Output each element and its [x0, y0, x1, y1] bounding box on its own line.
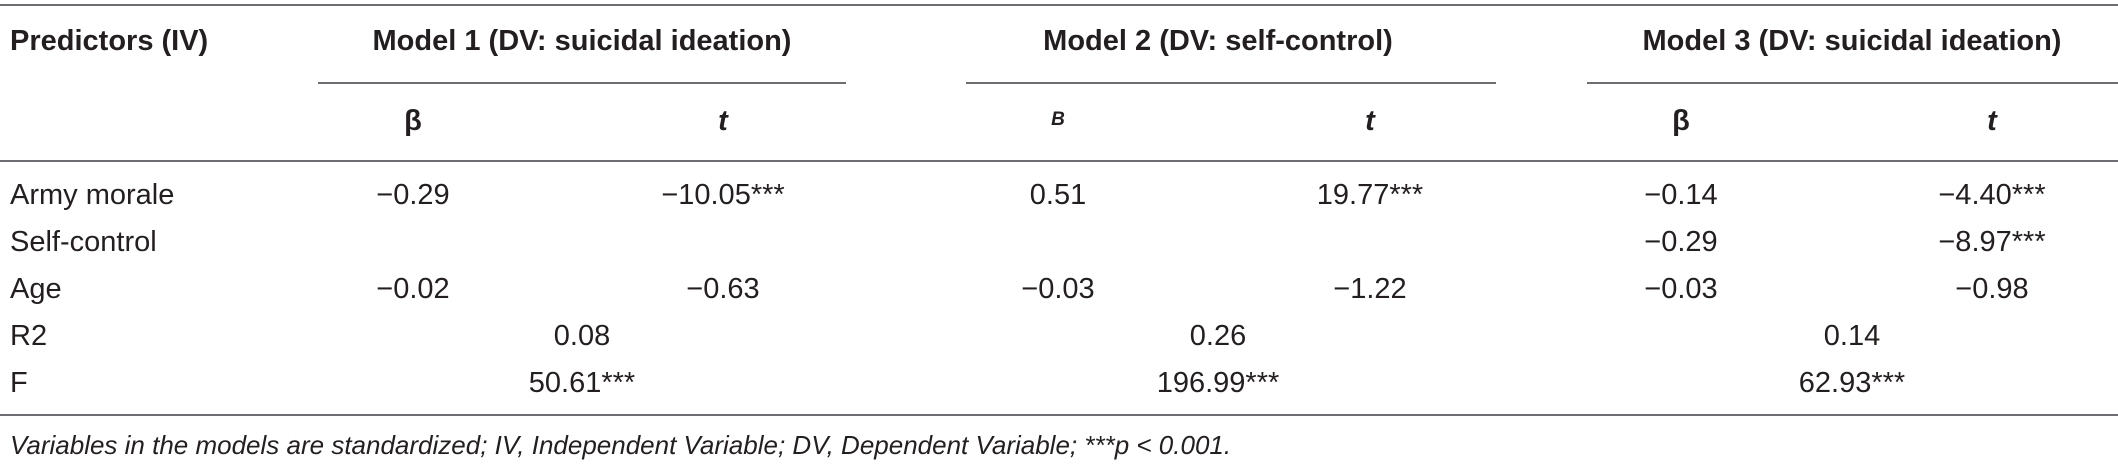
model2-header: Model 2 (DV: self-control) — [1043, 25, 1393, 57]
cell-m3-beta: −0.14 — [1644, 179, 1718, 211]
table-bottom-rule — [0, 414, 2118, 416]
cell-m2-summary: 0.26 — [1189, 320, 1247, 352]
row-label: Age — [10, 273, 62, 305]
cell-m2-t: −1.22 — [1333, 273, 1407, 305]
model2-underline — [966, 82, 1496, 84]
cell-m3-summary: 0.14 — [1823, 320, 1881, 352]
cell-m2-beta: −0.03 — [1021, 273, 1095, 305]
cell-m3-summary: 62.93*** — [1798, 367, 1906, 399]
cell-m1-summary: 50.61*** — [528, 367, 636, 399]
cell-m1-t: −0.63 — [686, 273, 760, 305]
table-top-rule — [0, 4, 2118, 6]
cell-m3-t: −8.97*** — [1938, 226, 2046, 258]
table-footnote: Variables in the models are standardized… — [10, 430, 1232, 460]
row-label: Self-control — [10, 226, 157, 258]
model3-beta-header: β — [1672, 105, 1690, 137]
model1-beta-header: β — [404, 105, 422, 137]
cell-m2-beta: 0.51 — [1029, 179, 1087, 211]
model2-t-header: t — [1365, 105, 1375, 137]
row-label: Army morale — [10, 179, 175, 211]
cell-m3-beta: −0.29 — [1644, 226, 1718, 258]
cell-m1-t: −10.05*** — [661, 179, 785, 211]
cell-m1-beta: −0.29 — [376, 179, 450, 211]
row-label: F — [10, 367, 28, 399]
model1-header: Model 1 (DV: suicidal ideation) — [372, 25, 792, 57]
model1-t-header: t — [718, 105, 728, 137]
model1-underline — [318, 82, 846, 84]
model3-t-header: t — [1987, 105, 1997, 137]
cell-m1-beta: −0.02 — [376, 273, 450, 305]
model2-b-header: B — [1051, 109, 1065, 130]
row-label: R2 — [10, 320, 48, 352]
cell-m3-beta: −0.03 — [1644, 273, 1718, 305]
cell-m2-summary: 196.99*** — [1156, 367, 1280, 399]
model3-underline — [1587, 82, 2118, 84]
cell-m3-t: −0.98 — [1955, 273, 2029, 305]
cell-m2-t: 19.77*** — [1316, 179, 1424, 211]
cell-m3-t: −4.40*** — [1938, 179, 2046, 211]
header-bottom-rule — [0, 160, 2118, 162]
predictors-header: Predictors (IV) — [10, 25, 209, 57]
model3-header: Model 3 (DV: suicidal ideation) — [1642, 25, 2062, 57]
cell-m1-summary: 0.08 — [553, 320, 611, 352]
